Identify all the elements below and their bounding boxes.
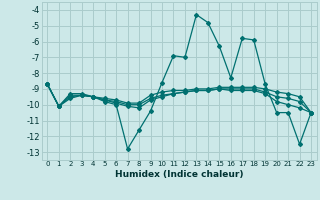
X-axis label: Humidex (Indice chaleur): Humidex (Indice chaleur) bbox=[115, 170, 244, 179]
